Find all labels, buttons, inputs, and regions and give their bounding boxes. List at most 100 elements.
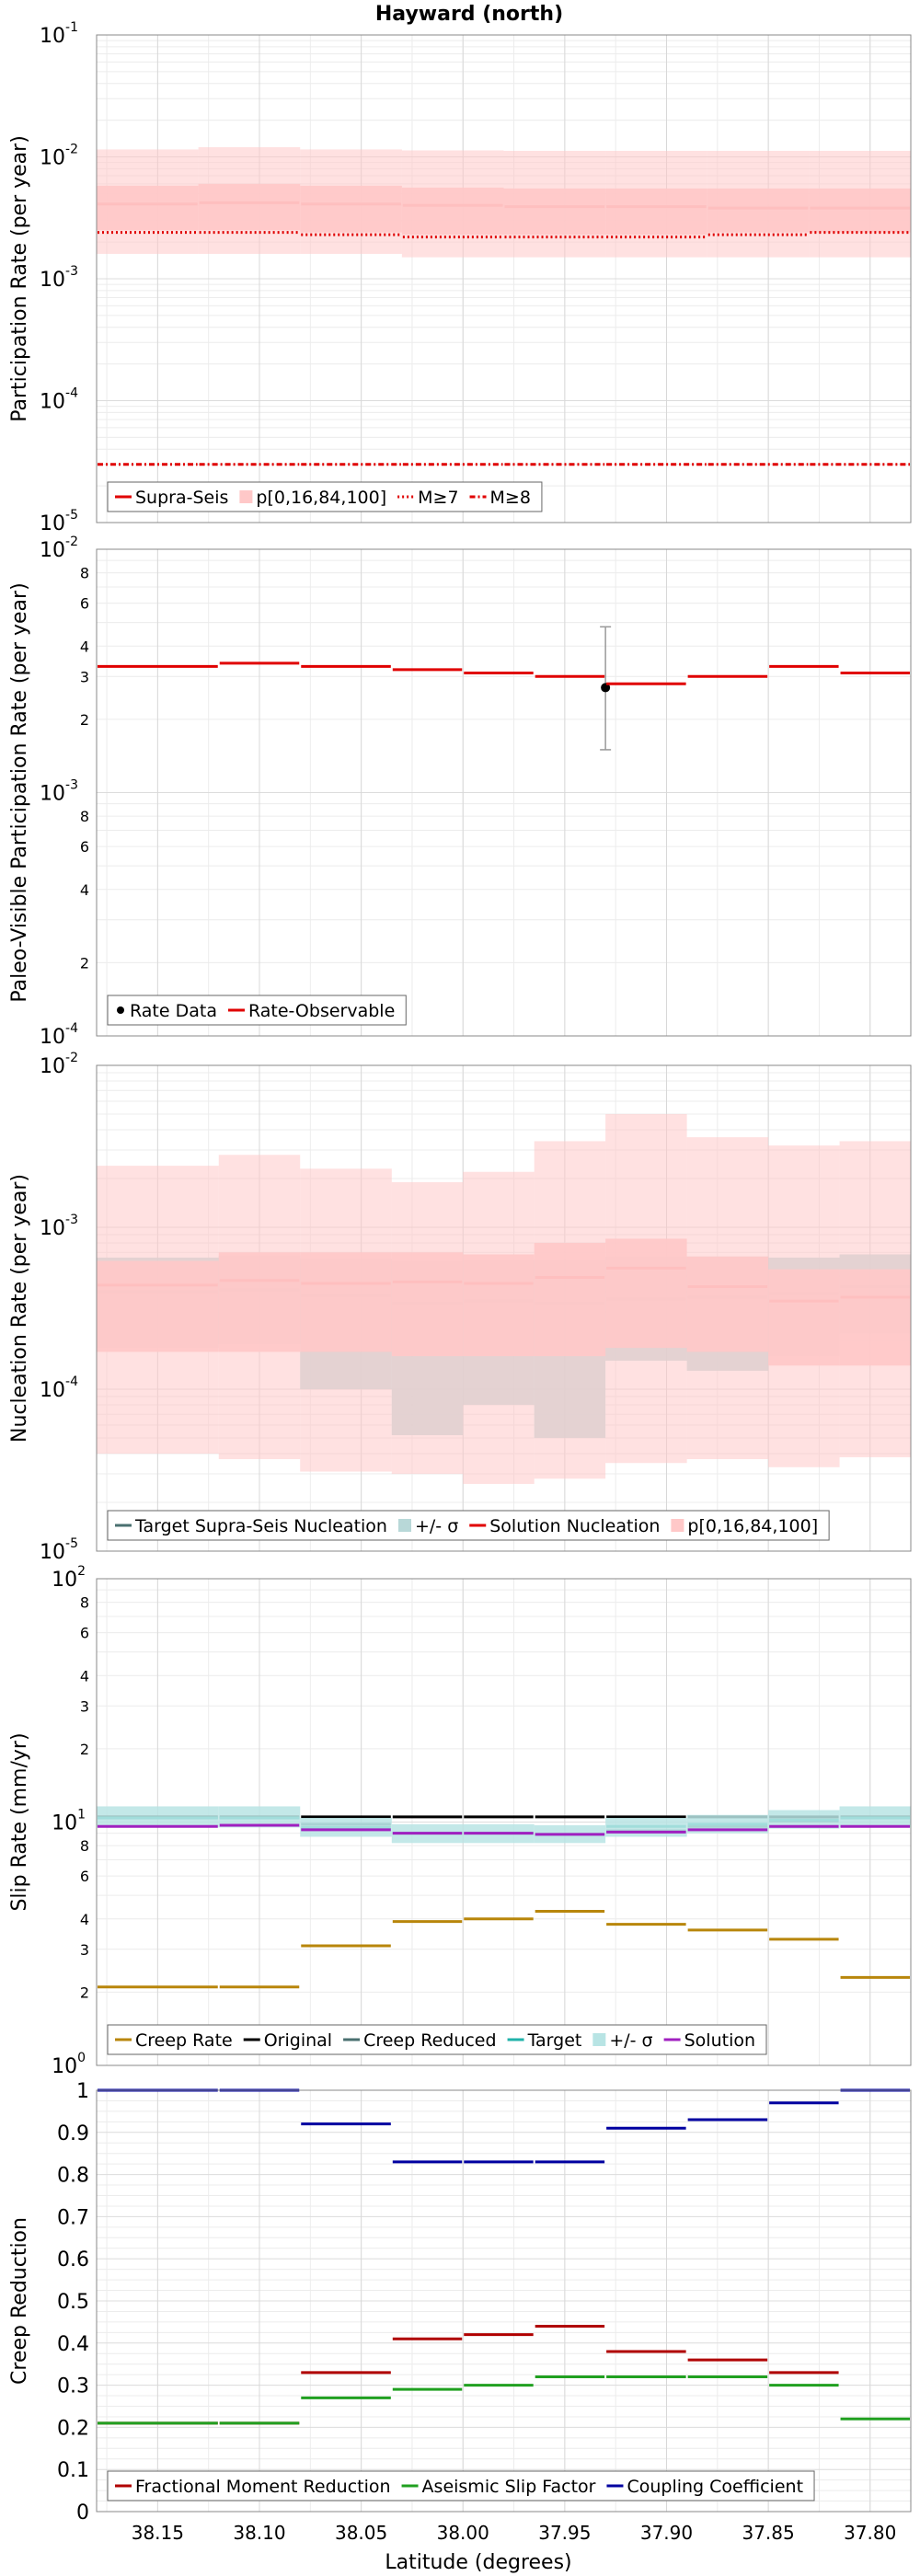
y-axis-label: Nucleation Rate (per year) [8, 1174, 31, 1443]
y-tick-label: 0.2 [57, 2417, 89, 2440]
x-axis-label: Latitude (degrees) [385, 2551, 571, 2574]
plot-frame [96, 1578, 912, 2066]
y-tick-label: 2 [80, 1741, 89, 1758]
y-tick-label: 8 [80, 1837, 89, 1855]
legend-swatch [397, 1519, 411, 1532]
series-3-4 [97, 1113, 911, 1484]
y-ticks: 10-5 10-4 10-3 10-2 [40, 1051, 78, 1564]
y-tick-label: 0.8 [57, 2165, 89, 2188]
panel-4: 100 2 3 4 6 8 101 2 3 4 6 8 102 Slip Rate (mm/yr) Cree… [8, 1564, 912, 2078]
band-segment [401, 187, 504, 236]
y-tick-label: 4 [80, 638, 89, 655]
gridlines [97, 549, 911, 1037]
series-1-2 [97, 147, 911, 258]
band-segment [391, 1252, 464, 1357]
y-tick-label: 8 [80, 1594, 89, 1612]
y-tick-label: 4 [80, 1667, 89, 1685]
series-4-6 [98, 1823, 910, 1836]
y-tick-label: 6 [80, 1625, 89, 1642]
band-segment [97, 1260, 219, 1352]
legend-label: M≥7 [418, 488, 458, 508]
y-tick-label: 10-3 [40, 264, 78, 292]
band-segment [218, 1806, 301, 1828]
legend-label: +/- σ [415, 1516, 458, 1536]
y-axis-label: Slip Rate (mm/yr) [8, 1732, 31, 1911]
legend-label: Creep Reduced [363, 2030, 496, 2051]
y-tick-label: 10-2 [40, 535, 78, 562]
band-segment [198, 183, 301, 231]
legend-label: Supra-Seis [135, 488, 228, 508]
legend: Supra-Seis p[0,16,84,100] M≥7 M≥8 [107, 481, 543, 512]
legend-swatch [671, 1519, 684, 1532]
gridlines [97, 1579, 911, 2066]
legend-label: Rate-Observable [248, 1001, 395, 1021]
series-2-2 [98, 661, 910, 685]
data-point [601, 683, 611, 693]
y-tick-label: 10-4 [40, 386, 78, 414]
band-segment [839, 1269, 911, 1366]
x-tick-label: 37.90 [640, 2522, 693, 2544]
legend-label: M≥8 [490, 488, 531, 508]
legend-label: Original [264, 2030, 332, 2051]
legend: Creep Rate Original Creep Reduced Target +/-… [107, 2024, 767, 2055]
band-segment [534, 1243, 606, 1357]
x-tick-label: 38.15 [132, 2522, 184, 2544]
y-ticks: 0 0.1 0.2 0.3 0.4 0.5 0.6 0.7 0.8 0.9 1 [57, 2080, 89, 2524]
chart-title: Hayward (north) [375, 3, 563, 26]
x-tick-label: 37.85 [742, 2522, 794, 2544]
legend-frame [107, 1510, 830, 1541]
series-4-1 [98, 1909, 910, 1989]
y-tick-label: 10-4 [40, 1374, 78, 1402]
legend: Rate Data Rate-Observable [107, 995, 407, 1026]
band-segment [300, 1252, 392, 1352]
y-tick-label: 3 [80, 1697, 89, 1715]
band-segment [300, 1817, 392, 1837]
y-tick-label: 0.9 [57, 2122, 89, 2145]
legend-label: Rate Data [130, 1001, 217, 1021]
y-tick-label: 6 [80, 595, 89, 613]
band-segment [503, 188, 606, 236]
series-1-3 [98, 231, 910, 239]
band-segment [605, 1238, 687, 1349]
legend-label: +/- σ [609, 2030, 652, 2051]
y-tick-label: 4 [80, 881, 89, 899]
legend: Fractional Moment Reduction Aseismic Slip… [107, 2470, 815, 2501]
y-tick-label: 3 [80, 1941, 89, 1959]
series-5-2 [98, 2375, 910, 2425]
plot-frame [96, 1064, 912, 1552]
legend-label: Aseismic Slip Factor [422, 2477, 596, 2497]
y-tick-label: 3 [80, 668, 89, 685]
y-tick-label: 8 [80, 808, 89, 825]
legend-frame [107, 995, 407, 1026]
legend-label: p[0,16,84,100] [256, 488, 386, 508]
panels: 10-5 10-4 10-3 10-2 10-1 Participation Rate (… [8, 20, 912, 2544]
legend: Target Supra-Seis Nucleation +/- σ Solutio… [107, 1510, 830, 1541]
y-tick-label: 10-3 [40, 778, 78, 806]
y-tick-label: 1 [76, 2080, 89, 2103]
y-tick-label: 2 [80, 954, 89, 972]
y-axis-label: Paleo-Visible Participation Rate (per ye… [8, 582, 31, 1002]
x-tick-label: 37.80 [844, 2522, 896, 2544]
band-segment [686, 1256, 769, 1352]
y-tick-label: 0.5 [57, 2291, 89, 2314]
band-segment [463, 1254, 535, 1357]
y-tick-label: 102 [52, 1564, 86, 1592]
y-tick-label: 0.1 [57, 2459, 89, 2482]
y-axis-label: Creep Reduction [8, 2217, 31, 2385]
y-tick-label: 101 [52, 1808, 86, 1835]
y-tick-label: 4 [80, 1911, 89, 1928]
panel-5: 0 0.1 0.2 0.3 0.4 0.5 0.6 0.7 0.8 0.9 1 Creep Reduc… [8, 2080, 912, 2524]
legend-label: Coupling Coefficient [627, 2477, 803, 2497]
y-tick-label: 2 [80, 711, 89, 729]
band-segment [97, 185, 199, 231]
band-segment [768, 1269, 840, 1366]
panel-3: 10-5 10-4 10-3 10-2 Nucleation Rate (per yea… [8, 1051, 912, 1564]
legend-label: Solution [684, 2030, 755, 2051]
plot-frame [96, 548, 912, 1037]
y-tick-label: 0.4 [57, 2333, 89, 2356]
legend-label: Solution Nucleation [489, 1516, 660, 1536]
band-segment [707, 188, 810, 233]
legend-label: Creep Rate [135, 2030, 233, 2051]
